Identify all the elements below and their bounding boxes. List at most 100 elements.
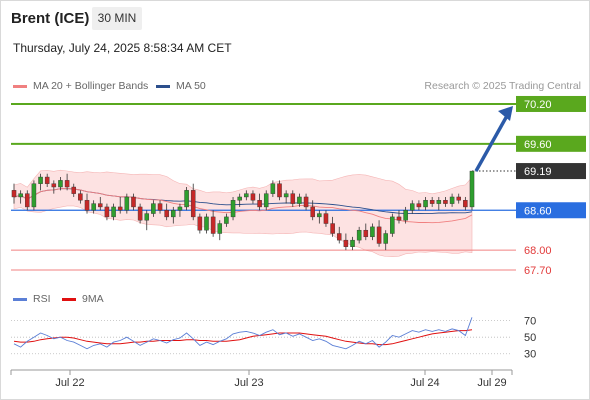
- level-label-69.60: 69.60: [524, 139, 552, 151]
- candle-body-48: [330, 223, 335, 234]
- candle-body-7: [58, 180, 63, 188]
- candle-body-20: [144, 213, 150, 221]
- candle-body-1: [18, 193, 23, 198]
- candle-body-51: [350, 239, 355, 247]
- candle-body-47: [323, 213, 329, 224]
- candle-body-22: [157, 203, 163, 211]
- candle-body-0: [11, 190, 17, 198]
- candle-body-18: [131, 196, 136, 208]
- ma20-swatch: [13, 84, 27, 88]
- candle-body-43: [297, 196, 302, 204]
- candle-body-3: [31, 183, 37, 208]
- rsi-level-label-50: 50: [524, 332, 536, 344]
- candle-body-28: [197, 216, 203, 231]
- x-tick-label-1: Jul 23: [234, 377, 263, 389]
- candle-body-33: [230, 200, 236, 218]
- candle-body-58: [396, 216, 402, 221]
- candle-body-8: [64, 180, 70, 188]
- candle-body-59: [403, 210, 408, 221]
- level-label-68.60: 68.60: [524, 205, 552, 217]
- level-tag-70.20: [516, 95, 586, 112]
- ma50-swatch: [156, 84, 170, 88]
- candle-body-49: [336, 233, 342, 241]
- candle-body-26: [184, 190, 189, 208]
- candle-body-66: [449, 196, 455, 204]
- candle-body-67: [456, 196, 461, 201]
- x-tick-label-2: Jul 24: [410, 377, 439, 389]
- candle-body-30: [210, 216, 216, 234]
- timeframe-badge[interactable]: 30 MIN: [92, 7, 142, 30]
- rsi-swatch: [13, 297, 27, 301]
- legend-rsi-label: RSI: [33, 293, 51, 305]
- candle-body-11: [84, 200, 90, 211]
- candle-body-16: [117, 206, 123, 211]
- candle-body-37: [257, 200, 262, 208]
- candle-body-40: [277, 183, 282, 198]
- candle-body-63: [429, 200, 435, 204]
- candle-body-54: [370, 226, 375, 238]
- candle-body-17: [124, 196, 130, 211]
- ma9-swatch: [62, 297, 76, 301]
- candle-body-38: [263, 193, 269, 208]
- legend-9ma-label: 9MA: [82, 293, 104, 305]
- candle-body-29: [204, 216, 209, 231]
- candle-body-65: [443, 200, 448, 204]
- rsi-ma9-line: [13, 329, 473, 346]
- instrument-title: Brent (ICE): [11, 10, 90, 27]
- legend-ma50-label: MA 50: [176, 80, 206, 92]
- legend-9ma: 9MA: [62, 293, 104, 305]
- candle-body-57: [390, 216, 395, 234]
- ma20-line: [13, 188, 473, 224]
- candle-body-19: [137, 206, 143, 221]
- x-tick-label-0: Jul 22: [55, 377, 84, 389]
- rsi-level-label-30: 30: [524, 349, 536, 361]
- candle-body-9: [71, 186, 76, 194]
- candle-body-61: [416, 203, 422, 208]
- candle-body-55: [376, 226, 382, 244]
- candle-body-31: [217, 223, 223, 234]
- candle-body-60: [410, 203, 415, 211]
- candle-body-56: [383, 233, 388, 244]
- level-tag-69.19: [516, 163, 586, 180]
- candle-body-45: [310, 206, 315, 218]
- level-tag-69.60: [516, 135, 586, 152]
- candle-body-2: [25, 193, 30, 208]
- candle-body-23: [164, 210, 169, 218]
- candle-body-35: [244, 193, 249, 198]
- candle-body-52: [356, 229, 362, 241]
- forecast-arrow-shaft: [474, 113, 510, 172]
- candle-body-12: [91, 203, 96, 211]
- candle-body-36: [250, 193, 256, 201]
- candle-body-69: [469, 170, 475, 208]
- candle-body-10: [78, 193, 83, 201]
- candle-body-44: [303, 196, 309, 208]
- candle-body-46: [317, 213, 322, 218]
- candle-body-25: [177, 206, 183, 211]
- credit-text: Research © 2025 Trading Central: [424, 80, 581, 92]
- candle-body-14: [104, 206, 110, 218]
- candle-body-4: [38, 176, 43, 184]
- candle-body-62: [423, 200, 428, 208]
- candle-body-15: [111, 206, 116, 218]
- level-tag-68.60: [516, 202, 586, 219]
- candle-body-64: [436, 200, 442, 204]
- rsi-line: [13, 317, 473, 350]
- candle-body-34: [237, 196, 242, 201]
- level-label-67.70: 67.70: [524, 265, 552, 277]
- candle-body-41: [283, 193, 289, 198]
- candle-body-39: [270, 183, 276, 194]
- candle-body-27: [190, 190, 196, 218]
- rsi-level-label-70: 70: [524, 316, 536, 328]
- candle-body-68: [463, 200, 468, 208]
- candle-body-5: [44, 176, 50, 184]
- level-label-68.00: 68.00: [524, 245, 552, 257]
- candle-body-24: [171, 210, 176, 218]
- candle-body-42: [290, 193, 296, 204]
- forecast-arrow-head: [498, 105, 513, 121]
- candle-body-50: [343, 239, 349, 247]
- legend-ma20-label: MA 20 + Bollinger Bands: [33, 80, 149, 92]
- timestamp: Thursday, July 24, 2025 8:58:34 AM CET: [13, 41, 232, 55]
- candle-body-53: [363, 229, 369, 238]
- x-tick-label-3: Jul 29: [477, 377, 506, 389]
